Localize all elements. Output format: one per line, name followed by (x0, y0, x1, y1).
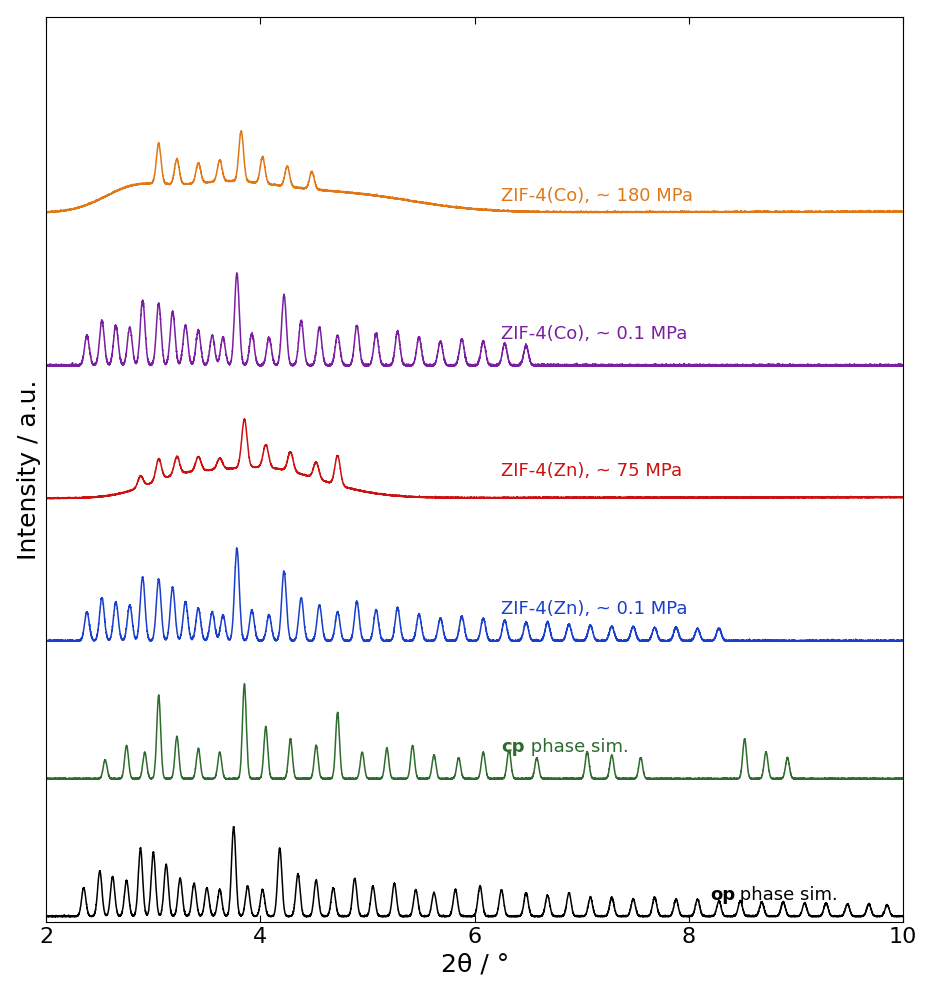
Text: ZIF-4(Zn), ~ 0.1 MPa: ZIF-4(Zn), ~ 0.1 MPa (502, 600, 688, 618)
Text: ZIF-4(Co), ~ 180 MPa: ZIF-4(Co), ~ 180 MPa (502, 187, 693, 206)
Text: phase sim.: phase sim. (525, 738, 629, 756)
Text: cp: cp (502, 738, 525, 756)
Text: ZIF-4(Zn), ~ 75 MPa: ZIF-4(Zn), ~ 75 MPa (502, 463, 683, 481)
X-axis label: 2θ / °: 2θ / ° (441, 952, 509, 976)
Text: ZIF-4(Co), ~ 0.1 MPa: ZIF-4(Co), ~ 0.1 MPa (502, 325, 687, 343)
Text: phase sim.: phase sim. (734, 886, 838, 904)
Text: op: op (711, 886, 735, 904)
Y-axis label: Intensity / a.u.: Intensity / a.u. (17, 379, 41, 559)
